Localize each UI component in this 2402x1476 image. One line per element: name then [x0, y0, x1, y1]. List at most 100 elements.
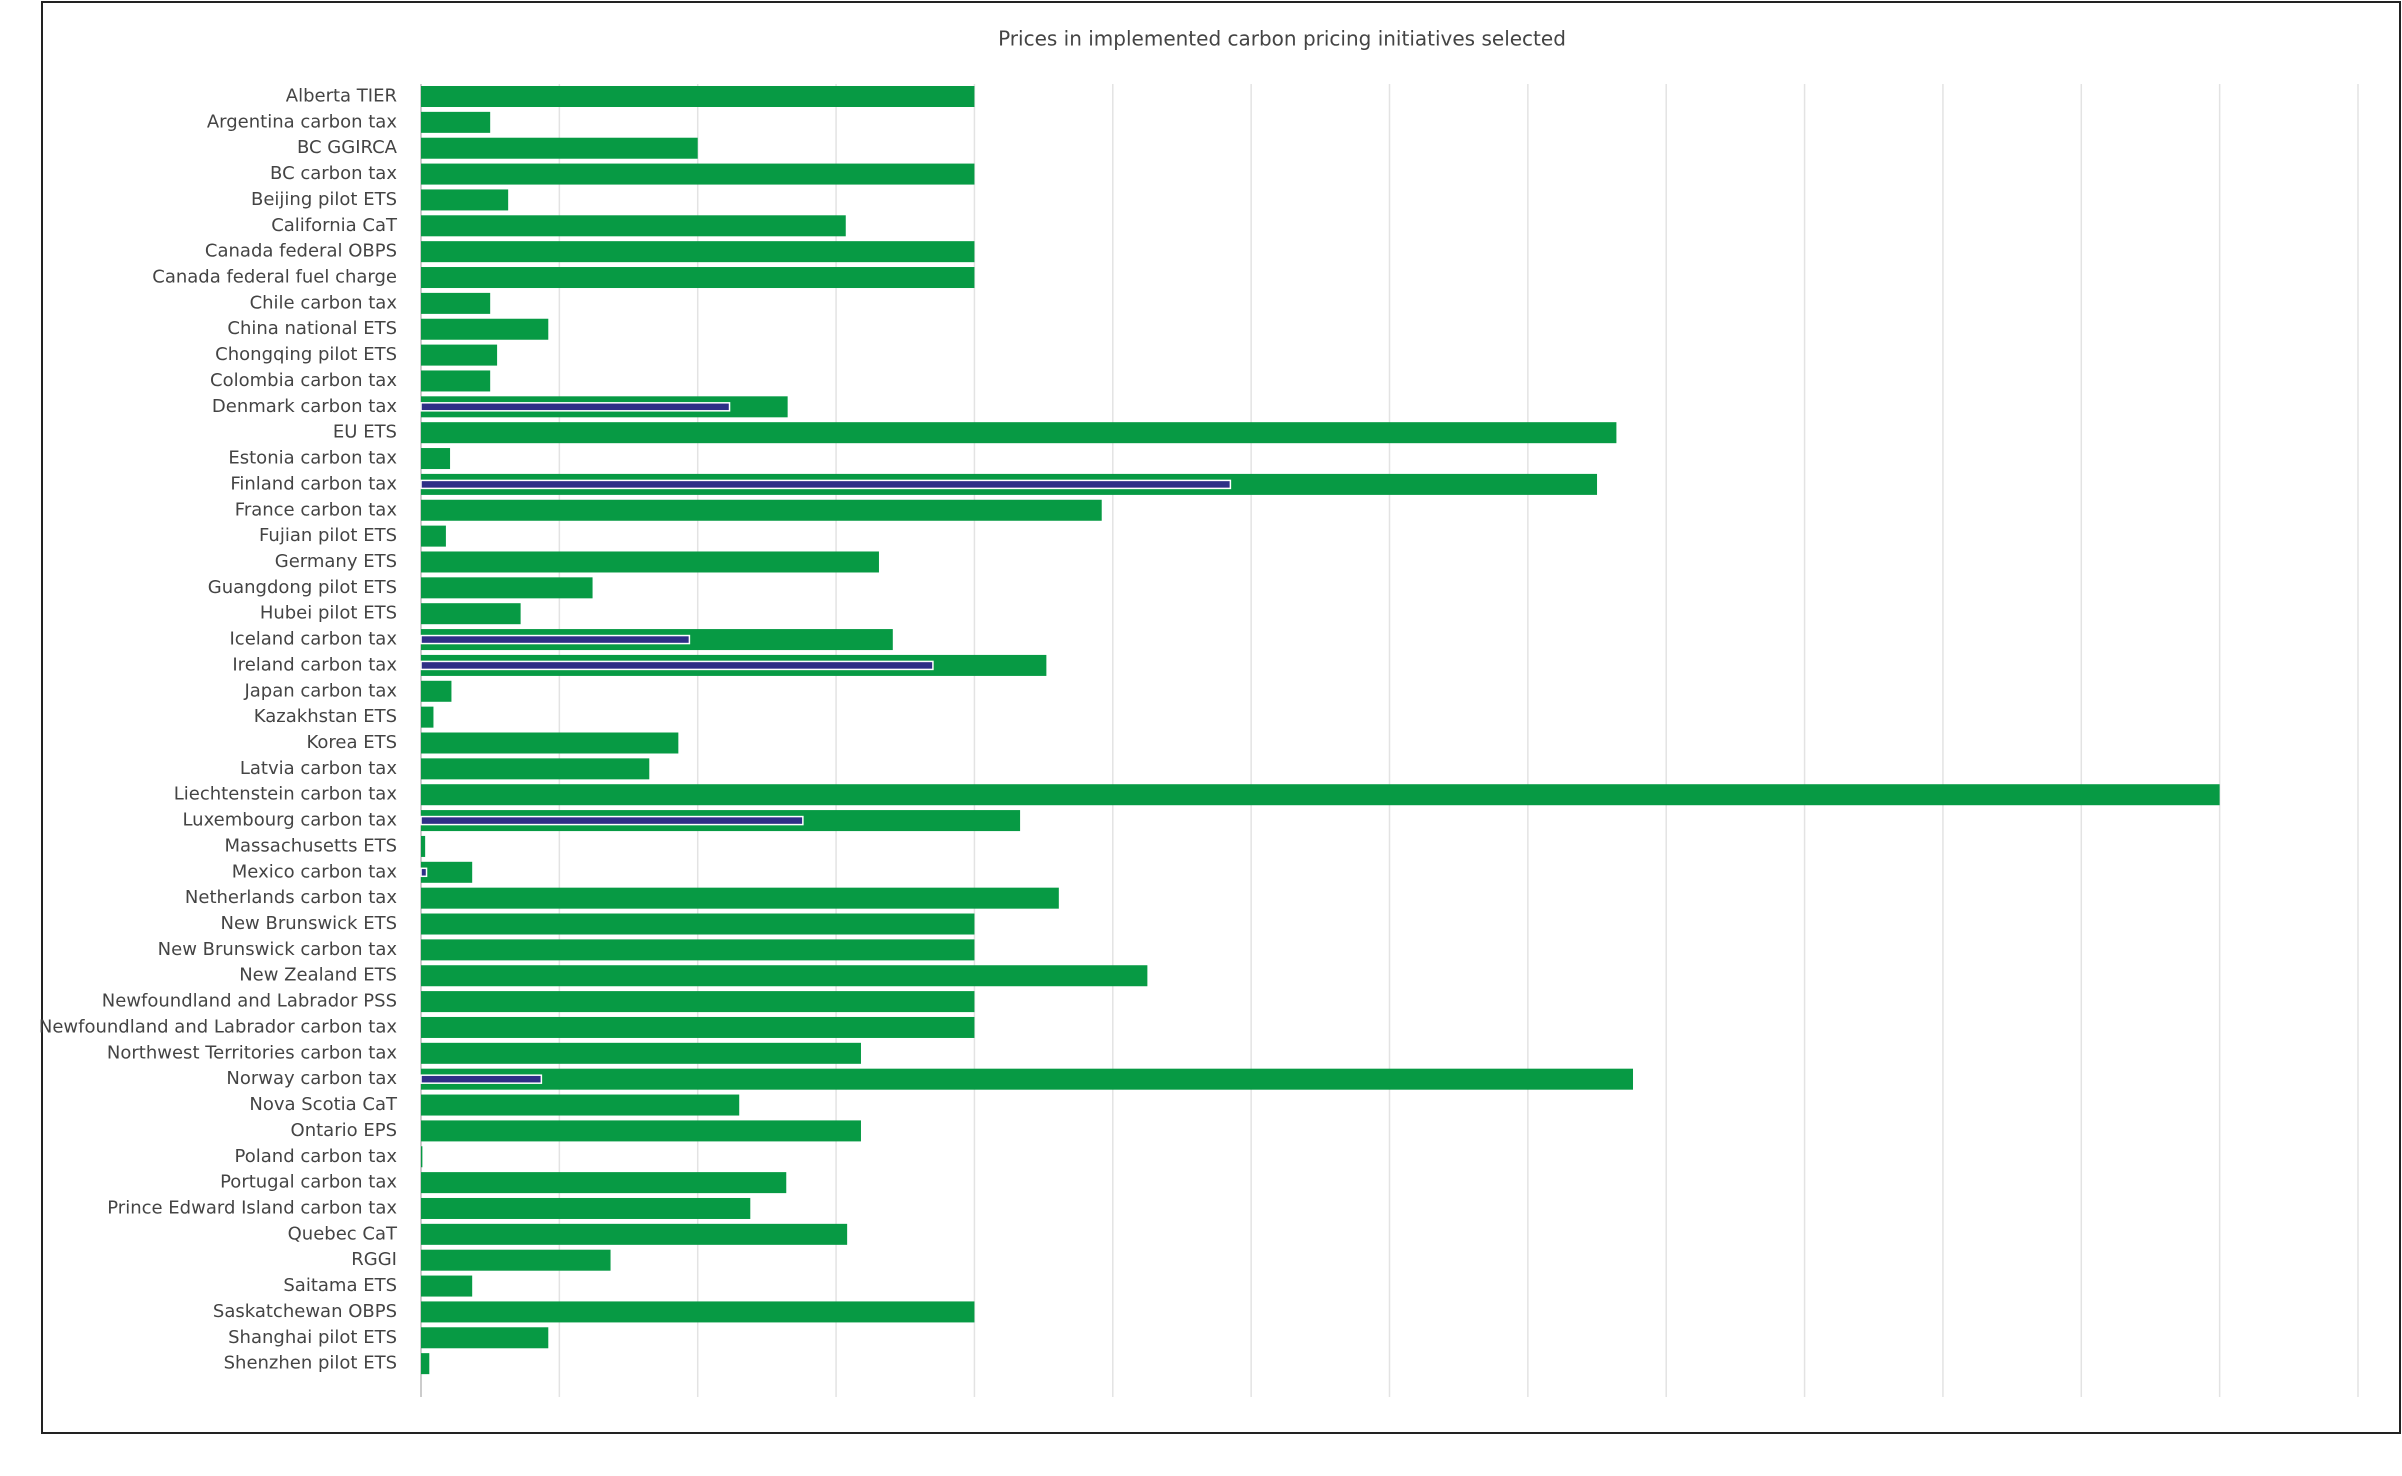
bar — [421, 267, 975, 289]
bar — [421, 1223, 848, 1245]
bar — [421, 680, 452, 702]
bar — [421, 1249, 611, 1271]
y-tick-label: Iceland carbon tax — [229, 629, 397, 650]
y-tick-label: Massachusetts ETS — [224, 835, 397, 856]
bar — [421, 706, 434, 728]
bar — [421, 913, 975, 935]
y-tick-label: Hubei pilot ETS — [260, 603, 397, 624]
bar — [421, 965, 1148, 987]
y-tick-label: Quebec CaT — [288, 1223, 398, 1244]
bar — [421, 525, 446, 547]
y-tick-label: EU ETS — [333, 422, 397, 443]
y-tick-label: Canada federal OBPS — [205, 241, 397, 262]
chart-border — [41, 1, 2401, 1434]
y-tick-label: New Brunswick carbon tax — [158, 939, 398, 960]
bar — [421, 499, 1102, 521]
bar — [421, 86, 975, 107]
bar — [421, 991, 975, 1013]
bar — [421, 1146, 423, 1168]
bar — [421, 137, 698, 159]
y-tick-label: Korea ETS — [306, 732, 397, 753]
bar — [421, 292, 491, 314]
y-tick-label: RGGI — [351, 1249, 397, 1270]
bar — [420, 660, 934, 671]
bar — [421, 111, 491, 133]
y-tick-label: Canada federal fuel charge — [152, 267, 397, 288]
y-tick-label: Luxembourg carbon tax — [182, 810, 397, 831]
bar — [421, 784, 2220, 806]
y-tick-label: Denmark carbon tax — [212, 396, 397, 417]
bar — [421, 1353, 430, 1375]
y-tick-label: Finland carbon tax — [230, 473, 397, 494]
y-tick-label: Portugal carbon tax — [220, 1172, 397, 1193]
y-tick-label: Beijing pilot ETS — [251, 189, 397, 210]
y-tick-label: New Brunswick ETS — [221, 913, 397, 934]
bar — [421, 215, 846, 237]
y-tick-label: Northwest Territories carbon tax — [107, 1042, 397, 1063]
y-tick-label: New Zealand ETS — [239, 965, 397, 986]
bar — [421, 1327, 549, 1349]
bar — [421, 422, 1617, 444]
y-tick-label: Shenzhen pilot ETS — [224, 1353, 397, 1374]
bar — [421, 1016, 975, 1038]
bar — [421, 551, 879, 573]
y-tick-label: Estonia carbon tax — [228, 448, 397, 469]
y-tick-label: Alberta TIER — [286, 86, 397, 107]
y-tick-label: Norway carbon tax — [226, 1068, 397, 1089]
y-tick-label: Latvia carbon tax — [240, 758, 398, 779]
y-tick-label: Nova Scotia CaT — [249, 1094, 398, 1115]
bar — [420, 634, 691, 645]
bar — [421, 577, 593, 599]
y-tick-label: Newfoundland and Labrador PSS — [102, 991, 397, 1012]
y-tick-label: Argentina carbon tax — [207, 111, 398, 132]
bar — [421, 1068, 1634, 1090]
bar — [421, 1197, 751, 1219]
y-tick-label: Mexico carbon tax — [232, 861, 398, 882]
y-tick-label: Japan carbon tax — [243, 680, 397, 701]
y-tick-label: Fujian pilot ETS — [259, 525, 397, 546]
y-tick-label: Chile carbon tax — [250, 292, 398, 313]
y-tick-label: Germany ETS — [275, 551, 397, 572]
bar — [421, 732, 679, 754]
bar — [421, 835, 426, 857]
y-tick-label: France carbon tax — [235, 499, 398, 520]
bar — [421, 939, 975, 961]
bar — [421, 1042, 861, 1064]
y-tick-label: Newfoundland and Labrador carbon tax — [39, 1016, 397, 1037]
chart-title: Prices in implemented carbon pricing ini… — [998, 27, 1566, 51]
y-tick-label: Kazakhstan ETS — [254, 706, 397, 727]
y-tick-label: Prince Edward Island carbon tax — [107, 1197, 397, 1218]
bar — [421, 887, 1059, 909]
bar — [420, 1074, 543, 1084]
y-tick-label: Colombia carbon tax — [210, 370, 397, 391]
bar — [421, 1120, 861, 1142]
bar — [420, 815, 804, 826]
bar — [420, 402, 731, 412]
y-tick-label: California CaT — [271, 215, 398, 236]
bar — [420, 867, 428, 878]
y-tick-label: Ireland carbon tax — [232, 654, 397, 675]
bar — [421, 1094, 740, 1116]
y-tick-label: Ontario EPS — [291, 1120, 397, 1141]
bar — [421, 603, 521, 625]
bar — [421, 1172, 787, 1194]
bar — [421, 318, 549, 340]
y-tick-label: Saskatchewan OBPS — [213, 1301, 397, 1322]
y-tick-label: Chongqing pilot ETS — [215, 344, 397, 365]
bar — [421, 241, 975, 263]
bar — [421, 758, 650, 780]
bar — [421, 448, 451, 470]
y-tick-label: Netherlands carbon tax — [185, 887, 397, 908]
y-tick-label: Poland carbon tax — [235, 1146, 398, 1167]
y-tick-label: Liechtenstein carbon tax — [174, 784, 398, 805]
y-tick-label: Shanghai pilot ETS — [228, 1327, 397, 1348]
bar — [421, 163, 975, 185]
bar — [421, 189, 509, 211]
bar — [420, 479, 1232, 490]
bar — [421, 344, 498, 366]
y-tick-label: BC GGIRCA — [297, 137, 398, 158]
bar — [421, 370, 491, 392]
y-tick-label: Guangdong pilot ETS — [208, 577, 397, 598]
y-tick-label: China national ETS — [227, 318, 397, 339]
